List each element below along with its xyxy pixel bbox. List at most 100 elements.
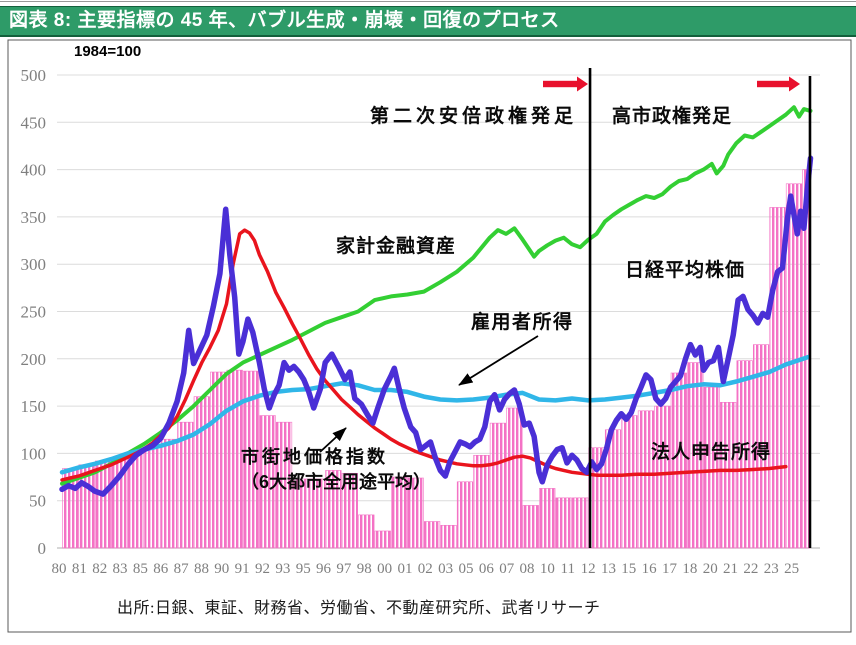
y-tick-label: 50: [29, 492, 46, 511]
x-tick-label: 11: [561, 561, 575, 577]
x-tick-label: 18: [682, 561, 697, 577]
x-tick-label: 92: [255, 561, 270, 577]
bar: [243, 370, 260, 549]
x-tick-label: 97: [336, 561, 352, 577]
x-tick-label: 22: [743, 561, 758, 577]
bar: [637, 410, 655, 549]
x-tick-label: 93: [275, 561, 290, 577]
bar: [752, 344, 770, 549]
x-tick-label: 12: [581, 561, 596, 577]
bar: [506, 407, 523, 549]
bar: [539, 488, 556, 549]
figure-title: 図表 8: 主要指標の 45 年、バブル生成・崩壊・回復のプロセス: [9, 10, 560, 31]
bar: [210, 371, 227, 549]
bar: [440, 524, 457, 549]
series-nikkei: [59, 155, 814, 497]
x-tick-label: 08: [520, 561, 535, 577]
y-tick-label: 400: [21, 161, 47, 180]
x-tick-label: 90: [214, 561, 229, 577]
bar: [736, 360, 753, 549]
x-tick-label: 21: [723, 561, 738, 577]
bar: [654, 405, 671, 549]
x-tick-label: 82: [92, 561, 107, 577]
bar: [489, 422, 507, 549]
x-tick-label: 95: [296, 561, 311, 577]
chart-frame: [7, 39, 852, 633]
bar: [226, 369, 243, 549]
bar: [522, 505, 539, 549]
y-tick-label: 350: [21, 208, 47, 227]
y-tick-label: 0: [38, 539, 47, 558]
bar: [391, 476, 408, 549]
x-tick-label: 05: [459, 561, 474, 577]
x-tick-label: 16: [642, 561, 658, 577]
bar: [670, 372, 687, 549]
x-tick-label: 80: [52, 561, 67, 577]
x-tick-label: 83: [113, 561, 128, 577]
x-axis-labels: 80 81 82 83 85 86 87 88 90 91 92 93 95 96 97 98 00 01 02 03…: [52, 561, 800, 577]
y-axis-labels: 0 50 100 150 200 250 300 350 400 450 500: [21, 66, 47, 558]
bar: [423, 521, 441, 549]
y-tick-label: 150: [21, 397, 47, 416]
x-tick-label: 07: [499, 561, 515, 577]
index-base-note: 1984=100: [74, 43, 142, 60]
x-tick-label: 96: [316, 561, 332, 577]
x-tick-label: 20: [703, 561, 718, 577]
bar: [572, 497, 589, 549]
bar: [687, 362, 704, 549]
bar: [358, 514, 375, 549]
series-household-assets: [60, 105, 813, 486]
bar: [555, 497, 572, 549]
bar: [95, 460, 112, 549]
figure-top-border: [0, 1, 856, 2]
abe-event-arrow-icon: [543, 76, 588, 92]
bar: [144, 446, 161, 549]
bar: [407, 477, 424, 549]
x-tick-label: 03: [438, 561, 453, 577]
x-tick-label: 91: [235, 561, 250, 577]
bar: [473, 454, 490, 549]
x-tick-label: 06: [479, 561, 495, 577]
y-tick-label: 300: [21, 255, 47, 274]
bar: [259, 415, 276, 549]
bars-corporate-income: [62, 169, 811, 549]
x-tick-label: 00: [377, 561, 392, 577]
bar: [160, 438, 178, 549]
x-tick-label: 23: [764, 561, 779, 577]
bar: [127, 453, 145, 549]
bar: [325, 470, 342, 549]
bar: [456, 481, 474, 549]
bar: [374, 530, 391, 549]
x-tick-label: 10: [540, 561, 555, 577]
land-price-pointer-arrow-icon: [319, 427, 347, 453]
x-tick-label: 88: [194, 561, 209, 577]
x-tick-label: 81: [72, 561, 87, 577]
source-note: 出所:日銀、東証、財務省、労働省、不動産研究所、武者リサーチ: [117, 600, 601, 617]
x-tick-label: 15: [621, 561, 636, 577]
x-tick-label: 13: [601, 561, 616, 577]
x-tick-label: 17: [662, 561, 678, 577]
x-tick-label: 25: [784, 561, 799, 577]
bar: [177, 421, 194, 549]
x-tick-label: 01: [397, 561, 412, 577]
bar: [341, 472, 358, 549]
x-tick-label: 86: [153, 561, 169, 577]
x-tick-label: 87: [174, 561, 190, 577]
bar: [193, 396, 210, 549]
bar: [308, 478, 326, 549]
employee-income-pointer-arrow-icon: [458, 335, 539, 386]
y-tick-label: 450: [21, 113, 47, 132]
x-tick-label: 98: [357, 561, 372, 577]
y-tick-label: 100: [21, 444, 47, 463]
bar: [292, 478, 309, 549]
bar: [720, 402, 737, 549]
y-tick-label: 250: [21, 303, 47, 322]
y-tick-label: 500: [21, 66, 47, 85]
x-tick-label: 02: [418, 561, 433, 577]
figure-title-bar: 図表 8: 主要指標の 45 年、バブル生成・崩壊・回復のプロセス: [0, 6, 856, 37]
bar: [703, 386, 720, 549]
y-tick-label: 200: [21, 350, 47, 369]
series-employee-income: [59, 354, 812, 475]
